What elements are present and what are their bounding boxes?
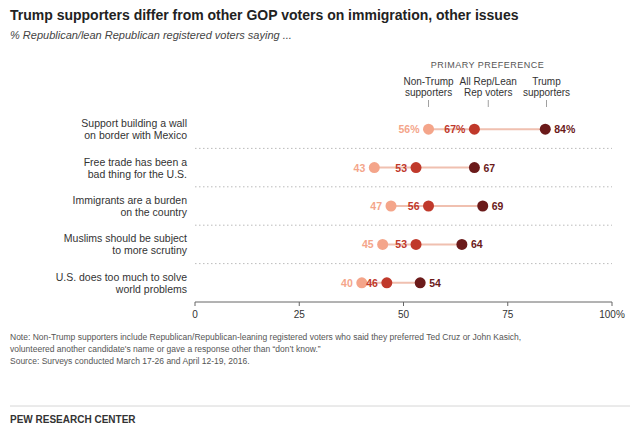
data-label: 53 — [395, 162, 407, 174]
connector — [391, 205, 483, 207]
dot — [415, 277, 426, 288]
dot — [411, 162, 422, 173]
data-label: 40 — [341, 277, 353, 289]
dot — [477, 201, 488, 212]
legend-tick — [546, 100, 547, 107]
legend-title: PRIMARY PREFERENCE — [431, 60, 545, 70]
x-tick-label: 25 — [294, 309, 306, 320]
category-label: U.S. does too much to solveworld problem… — [56, 271, 187, 295]
x-tick-label: 50 — [398, 309, 410, 320]
data-label: 84% — [554, 123, 576, 135]
category-label: Muslims should be subjectto more scrutin… — [64, 232, 188, 256]
dot — [385, 201, 396, 212]
note: volunteered another candidate's name or … — [10, 344, 321, 354]
dot — [540, 124, 551, 135]
marks — [356, 124, 550, 289]
row-separator — [195, 148, 612, 149]
data-label: 43 — [354, 162, 366, 174]
data-label: 47 — [370, 200, 382, 212]
dot — [381, 277, 392, 288]
note: Source: Surveys conducted March 17-26 an… — [10, 356, 250, 366]
data-label: 53 — [395, 238, 407, 250]
source-rule — [10, 406, 630, 407]
data-label: 56% — [399, 123, 421, 135]
legend-tick — [488, 100, 489, 107]
x-tick-label: 75 — [502, 309, 514, 320]
legend-tick — [428, 100, 429, 107]
data-label: 45 — [362, 238, 374, 250]
dot — [377, 239, 388, 250]
connector — [374, 167, 474, 169]
x-tick — [299, 302, 300, 306]
subtitle: % Republican/lean Republican registered … — [10, 29, 292, 41]
data-label: 54 — [429, 277, 441, 289]
row-separator — [195, 186, 612, 187]
legend-entry: Trumpsupporters — [523, 76, 570, 98]
dot — [369, 162, 380, 173]
dot — [469, 124, 480, 135]
row-separator — [195, 225, 612, 226]
data-label: 46 — [366, 277, 378, 289]
x-tick-label: 100% — [599, 309, 625, 320]
row-separator — [195, 263, 612, 264]
data-label: 67 — [483, 162, 495, 174]
data-label: 69 — [492, 200, 504, 212]
dot — [456, 239, 467, 250]
data-label: 64 — [471, 238, 483, 250]
x-tick — [403, 302, 404, 306]
chart: Trump supporters differ from other GOP v… — [0, 0, 640, 438]
legend-entry: Non-Trumpsupporters — [403, 76, 454, 98]
x-tick — [612, 302, 613, 306]
legend-entry: All Rep/LeanRep voters — [460, 76, 517, 98]
x-tick — [195, 302, 196, 306]
dot — [411, 239, 422, 250]
x-tick — [507, 302, 508, 306]
dot — [423, 201, 434, 212]
source: PEW RESEARCH CENTER — [10, 414, 136, 425]
dot — [469, 162, 480, 173]
category-label: Support building a wallon border with Me… — [81, 117, 187, 141]
title: Trump supporters differ from other GOP v… — [10, 7, 519, 23]
note: Note: Non-Trump supporters include Repub… — [10, 332, 521, 342]
data-label: 67% — [444, 123, 466, 135]
dot — [423, 124, 434, 135]
category-label: Free trade has been abad thing for the U… — [84, 156, 187, 180]
x-tick-label: 0 — [192, 309, 198, 320]
category-label: Immigrants are a burdenon the country — [73, 194, 188, 218]
data-label: 56 — [408, 200, 420, 212]
